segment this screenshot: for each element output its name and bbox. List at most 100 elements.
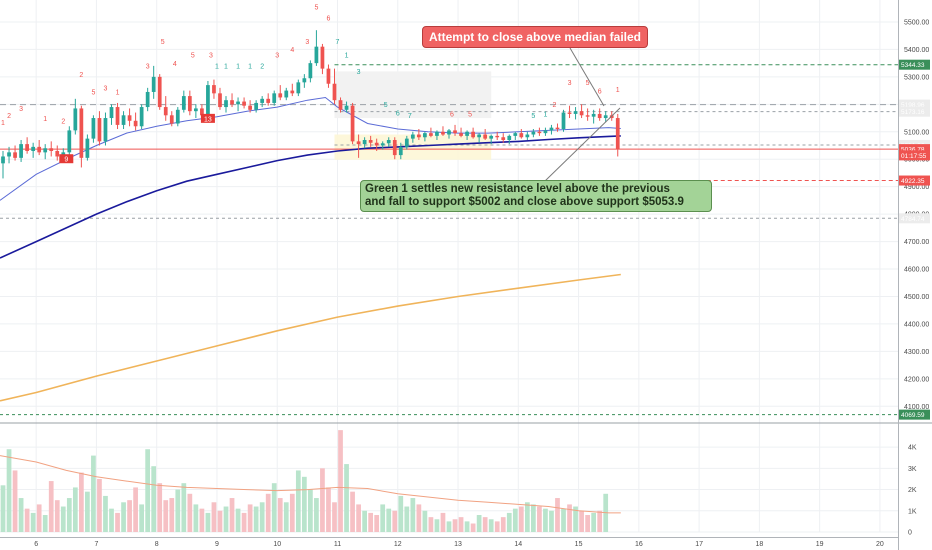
price-tick-label: 4600.00 — [904, 267, 929, 274]
td-count-label: 3 — [19, 106, 23, 113]
candle-body — [416, 134, 421, 138]
candle — [404, 135, 409, 150]
candle-body — [19, 144, 23, 158]
candle — [31, 142, 36, 158]
time-tick-label: 16 — [635, 541, 643, 548]
annotation-attempt-text: Attempt to close above median failed — [428, 30, 642, 44]
candle-body — [326, 68, 331, 84]
td-count-label: 6 — [396, 110, 400, 117]
price-tag: 5198.96 — [899, 99, 930, 110]
td-count-label: 3 — [275, 53, 279, 60]
volume-bar — [289, 493, 295, 532]
candle-body — [242, 101, 246, 106]
price-tick-label: 5500.00 — [904, 19, 929, 26]
candle-body — [73, 108, 78, 131]
candle-body — [260, 98, 265, 103]
volume-bar — [24, 508, 30, 532]
candle-body — [471, 131, 475, 138]
price-tag-label: 5198.96 — [901, 102, 925, 109]
ma-long-line — [0, 273, 621, 402]
candle — [356, 134, 361, 158]
volume-bar — [277, 498, 283, 532]
volume-bar — [36, 504, 42, 532]
candle-body — [302, 78, 307, 83]
volume-tick-label: 1K — [908, 508, 917, 515]
volume-bar — [72, 487, 78, 532]
volume-bar — [0, 485, 6, 532]
candle-body — [380, 143, 385, 146]
volume-bar — [356, 504, 361, 532]
count-badge-box — [200, 113, 215, 123]
volume-bar — [579, 510, 584, 532]
candle — [380, 141, 385, 150]
candle-body — [85, 138, 90, 158]
candle — [338, 97, 343, 113]
candle — [495, 131, 500, 140]
count-badge-box — [59, 154, 74, 164]
candle-body — [410, 134, 415, 139]
volume-bar — [139, 504, 144, 532]
td-count-label: 6 — [450, 112, 454, 119]
candle — [320, 43, 325, 75]
annotation-green1-line2: and fall to support $5002 and close abov… — [365, 196, 684, 208]
candle-body — [308, 63, 313, 79]
volume-bar — [271, 483, 277, 532]
volume-bar — [181, 483, 187, 532]
candle — [248, 100, 252, 113]
candle — [7, 146, 11, 164]
candle-body — [344, 105, 349, 110]
candle — [194, 104, 198, 119]
td-count-label: 5 — [468, 112, 472, 119]
candle — [121, 111, 126, 130]
price-tag: 5173.16 — [899, 106, 930, 117]
volume-bar — [229, 498, 235, 532]
candle-body — [206, 85, 210, 116]
td-count-label: 1 — [1, 120, 5, 127]
volume-bar — [253, 506, 259, 532]
candle-body — [519, 133, 524, 138]
time-tick-label: 13 — [454, 541, 462, 548]
volume-bar — [145, 449, 151, 532]
candle-body — [404, 138, 409, 147]
td-count-label: 1 — [116, 90, 120, 97]
price-tag-box — [899, 99, 930, 110]
price-tag-box — [899, 144, 930, 155]
candle-body — [615, 118, 620, 150]
volume-bar — [121, 502, 126, 532]
candle-body — [163, 107, 168, 116]
volume-bar — [422, 510, 428, 532]
price-tick-label: 4700.00 — [904, 239, 929, 246]
candle — [453, 124, 457, 136]
price-tag-label: 5344.33 — [901, 62, 925, 69]
candle — [501, 133, 506, 143]
candle — [230, 93, 234, 108]
volume-bar — [283, 502, 289, 532]
td-count-label: 2 — [79, 72, 83, 79]
volume-ma-line — [0, 455, 621, 514]
candle-body — [139, 107, 144, 127]
candle — [25, 137, 29, 154]
time-tick-label: 15 — [575, 541, 583, 548]
candle-body — [597, 113, 602, 119]
volume-bar — [458, 517, 464, 532]
candle — [206, 80, 210, 119]
volume-bar — [452, 519, 458, 532]
candle-body — [49, 148, 54, 151]
td-count-label: 3 — [104, 86, 108, 93]
candle — [1, 150, 5, 179]
volume-bar — [482, 517, 488, 532]
volume-bar — [85, 491, 90, 532]
volume-bar — [109, 508, 114, 532]
volume-bar — [163, 500, 169, 532]
candle-body — [278, 93, 283, 98]
candle — [49, 141, 54, 157]
candle — [308, 60, 313, 83]
volume-bar — [494, 521, 500, 532]
candle — [525, 131, 530, 140]
candle — [392, 137, 397, 160]
candle-body — [603, 115, 608, 119]
volume-bar — [434, 519, 440, 532]
td-count-label: 2 — [553, 102, 557, 109]
price-tag: 5036.78 — [899, 144, 930, 155]
